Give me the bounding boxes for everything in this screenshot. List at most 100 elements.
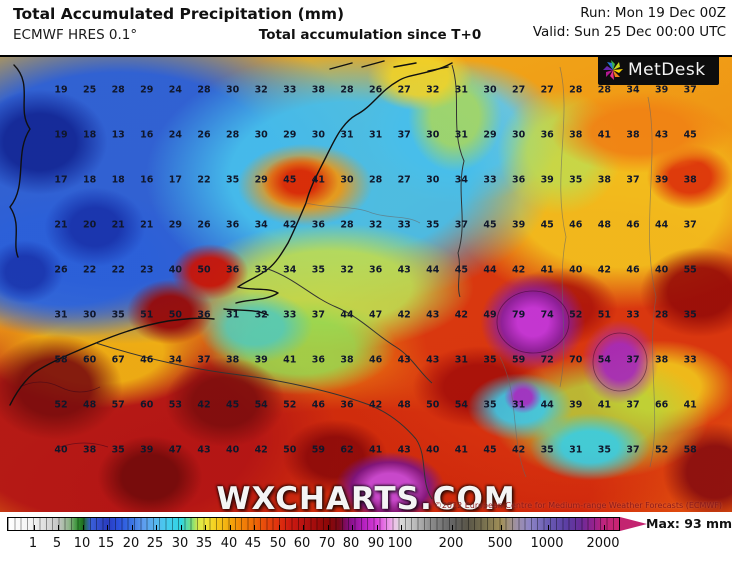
grid-value: 38 <box>597 174 612 186</box>
grid-value: 43 <box>397 444 411 456</box>
legend-tick-notch <box>328 525 329 530</box>
header: Total Accumulated Precipitation (mm) ECM… <box>0 0 732 55</box>
grid-value: 51 <box>597 309 612 321</box>
grid-value: 45 <box>225 399 240 411</box>
legend: Max: 93 mm 1 5 10 15 20 25 30 35 40 45 50 60 70 80 90 1… <box>0 512 732 561</box>
legend-tick-notch <box>254 525 255 530</box>
legend-tick-notch <box>377 525 378 530</box>
grid-value: 36 <box>311 219 326 231</box>
grid-value: 29 <box>168 219 183 231</box>
grid-value: 36 <box>540 129 554 141</box>
grid-value: 50 <box>426 399 440 411</box>
grid-value: 35 <box>540 444 554 456</box>
grid-value: 21 <box>54 219 68 231</box>
grid-value: 26 <box>197 219 211 231</box>
grid-value: 33 <box>626 309 640 321</box>
grid-value: 60 <box>140 399 154 411</box>
grid-value: 33 <box>397 219 411 231</box>
grid-value: 48 <box>82 399 97 411</box>
grid-value: 58 <box>683 444 697 456</box>
grid-value: 17 <box>168 174 183 186</box>
grid-value: 60 <box>82 354 97 366</box>
grid-value: 31 <box>368 129 383 141</box>
legend-tick-label: 15 <box>97 536 115 551</box>
grid-value: 28 <box>597 84 612 96</box>
grid-value: 26 <box>197 129 211 141</box>
grid-value: 35 <box>311 264 326 276</box>
grid-value: 30 <box>311 129 326 141</box>
legend-tick-label: 30 <box>171 536 189 551</box>
grid-value: 55 <box>683 264 697 276</box>
grid-value: 37 <box>454 219 469 231</box>
grid-value: 37 <box>197 354 211 366</box>
grid-value: 29 <box>483 129 497 141</box>
grid-value: 22 <box>197 174 211 186</box>
legend-tick-label: 500 <box>487 536 513 551</box>
grid-value: 24 <box>168 84 183 96</box>
grid-value: 52 <box>54 399 68 411</box>
legend-tick-label: 40 <box>220 536 238 551</box>
grid-value: 50 <box>168 309 183 321</box>
grid-value: 62 <box>340 444 354 456</box>
grid-value: 26 <box>54 264 68 276</box>
grid-value: 59 <box>311 444 326 456</box>
grid-value: 32 <box>426 84 440 96</box>
page-title: Total Accumulated Precipitation (mm) <box>13 5 345 23</box>
grid-value: 28 <box>340 219 354 231</box>
grid-value: 40 <box>569 264 583 276</box>
grid-value: 41 <box>283 354 297 366</box>
grid-value: 38 <box>225 354 240 366</box>
grid-value: 35 <box>111 444 125 456</box>
grid-value: 29 <box>283 129 297 141</box>
grid-value: 44 <box>426 264 440 276</box>
grid-value: 70 <box>569 354 583 366</box>
grid-value: 46 <box>626 264 640 276</box>
legend-tick-notch <box>34 525 35 530</box>
grid-value: 45 <box>283 174 297 186</box>
grid-value: 40 <box>426 444 440 456</box>
grid-value: 21 <box>111 219 125 231</box>
grid-value: 38 <box>82 444 97 456</box>
grid-value: 34 <box>254 219 268 231</box>
precipitation-field <box>0 57 732 512</box>
grid-value: 28 <box>340 84 354 96</box>
grid-value: 29 <box>254 174 268 186</box>
grid-value: 28 <box>111 84 125 96</box>
grid-value: 32 <box>368 219 383 231</box>
grid-value: 28 <box>368 174 383 186</box>
grid-value: 38 <box>683 174 697 186</box>
grid-value: 40 <box>225 444 240 456</box>
grid-value: 46 <box>368 354 383 366</box>
grid-value: 25 <box>82 84 97 96</box>
legend-tick-label: 50 <box>269 536 287 551</box>
grid-value: 31 <box>454 84 469 96</box>
grid-value: 28 <box>225 129 240 141</box>
grid-value: 67 <box>111 354 125 366</box>
grid-value: 43 <box>654 129 669 141</box>
grid-value: 39 <box>511 219 526 231</box>
grid-value: 31 <box>340 129 354 141</box>
grid-value: 72 <box>540 354 554 366</box>
legend-tick-label: 10 <box>73 536 91 551</box>
grid-value: 38 <box>654 354 669 366</box>
grid-value: 31 <box>454 354 469 366</box>
grid-value: 35 <box>111 309 125 321</box>
grid-value: 22 <box>82 264 97 276</box>
legend-colorbar <box>7 517 620 531</box>
grid-value: 43 <box>197 444 211 456</box>
grid-value: 49 <box>483 309 497 321</box>
grid-value: 34 <box>626 84 640 96</box>
legend-tick-notch <box>205 525 206 530</box>
legend-tick-notch <box>279 525 280 530</box>
grid-value: 51 <box>140 309 154 321</box>
grid-value: 50 <box>197 264 211 276</box>
legend-tick-label: 80 <box>342 536 360 551</box>
grid-value: 30 <box>340 174 354 186</box>
grid-value: 44 <box>340 309 354 321</box>
grid-value: 50 <box>283 444 297 456</box>
grid-value: 35 <box>426 219 440 231</box>
grid-value: 31 <box>454 129 469 141</box>
grid-value: 19 <box>54 84 68 96</box>
grid-value: 27 <box>540 84 554 96</box>
grid-value: 34 <box>454 174 469 186</box>
